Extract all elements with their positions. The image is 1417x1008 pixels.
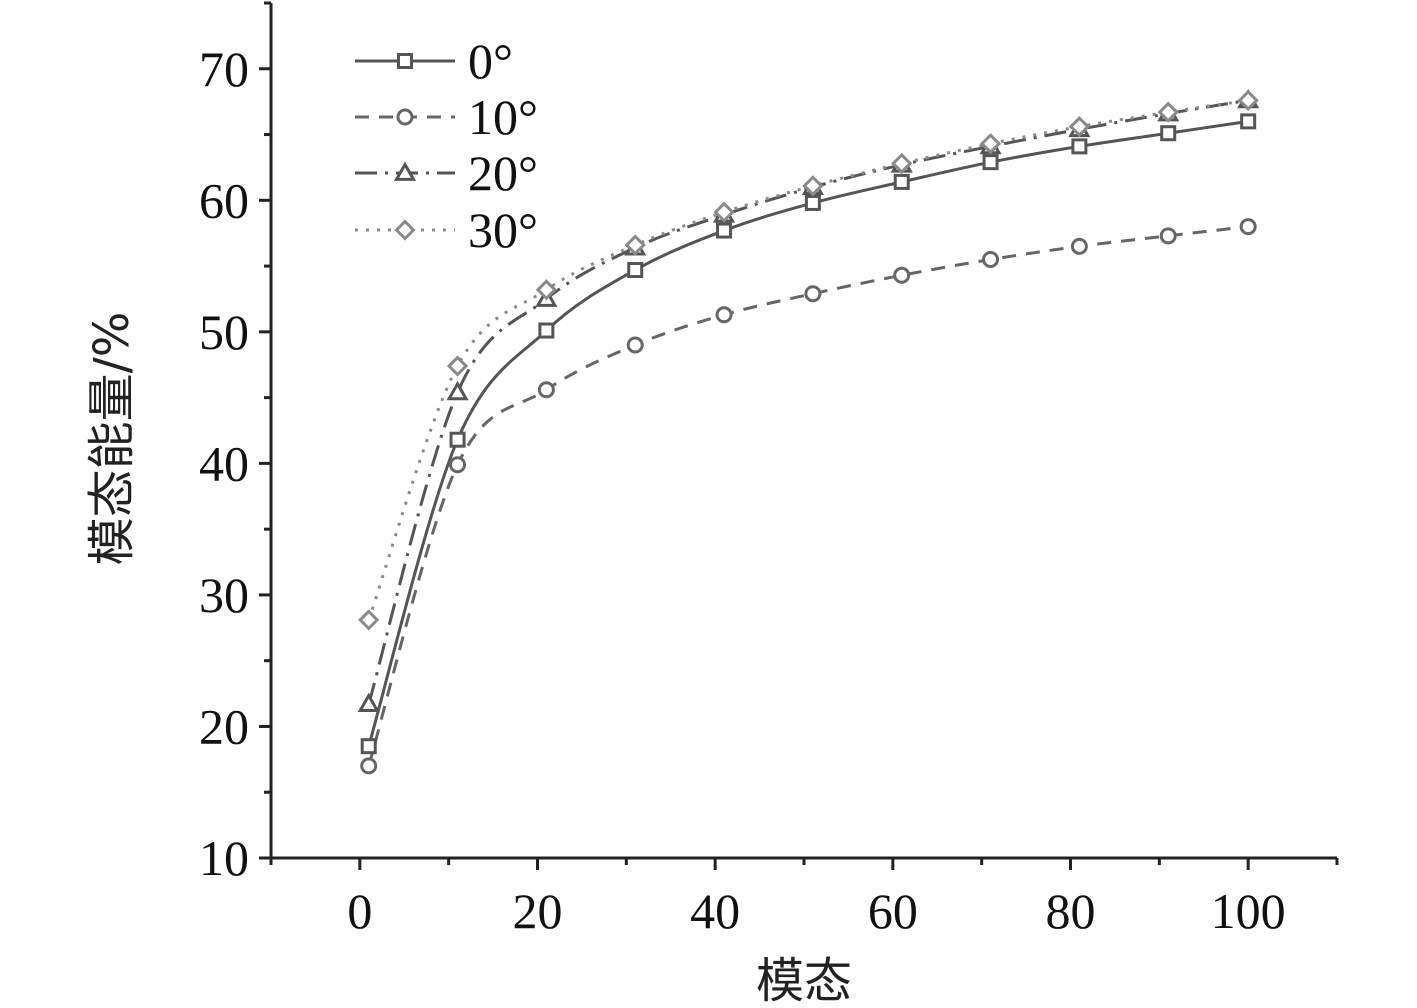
data-point bbox=[1070, 237, 1088, 255]
data-point bbox=[537, 381, 555, 399]
y-tick-label: 60 bbox=[199, 172, 249, 228]
data-point bbox=[449, 456, 467, 474]
series-markers bbox=[357, 88, 1260, 775]
x-tick-label: 100 bbox=[1211, 883, 1286, 939]
data-point bbox=[358, 609, 380, 631]
y-axis-label: 模态能量/% bbox=[84, 312, 140, 566]
data-point bbox=[624, 234, 646, 256]
x-axis-label: 模态 bbox=[756, 953, 852, 1008]
y-tick-label: 50 bbox=[199, 304, 249, 360]
data-point bbox=[1237, 89, 1259, 111]
data-point bbox=[982, 154, 999, 171]
legend-marker bbox=[396, 108, 414, 126]
data-point bbox=[1240, 113, 1257, 130]
x-tick-label: 80 bbox=[1046, 883, 1096, 939]
data-point bbox=[804, 285, 822, 303]
x-tick-label: 40 bbox=[690, 883, 740, 939]
data-point bbox=[535, 279, 558, 301]
axes: 0 20 40 60 80 100 10 20 30 40 50 60 70 bbox=[199, 1, 1339, 939]
data-point bbox=[715, 306, 733, 324]
data-point bbox=[627, 262, 644, 279]
data-point bbox=[446, 380, 469, 401]
legend-entry: 0° bbox=[468, 33, 513, 89]
x-tick-label: 20 bbox=[513, 883, 563, 939]
y-tick-label: 20 bbox=[199, 698, 249, 754]
series-line-3 bbox=[367, 98, 1249, 621]
data-point bbox=[716, 222, 733, 239]
x-tick-label: 0 bbox=[347, 883, 372, 939]
data-point bbox=[804, 194, 821, 211]
x-tick-label: 60 bbox=[868, 883, 918, 939]
data-point bbox=[449, 431, 466, 448]
legend-entry: 20° bbox=[468, 145, 538, 201]
data-point bbox=[626, 336, 644, 354]
data-point bbox=[360, 757, 378, 775]
data-point bbox=[1239, 218, 1257, 236]
data-point bbox=[1071, 138, 1088, 155]
y-tick-label: 30 bbox=[199, 567, 249, 623]
legend-marker bbox=[393, 161, 417, 181]
data-point bbox=[893, 266, 911, 284]
legend-marker bbox=[394, 219, 416, 241]
legend: 0°10°20°30° bbox=[355, 33, 538, 258]
legend-marker bbox=[397, 53, 413, 69]
data-point bbox=[979, 133, 1002, 155]
data-point bbox=[1068, 116, 1091, 138]
legend-entry: 30° bbox=[468, 202, 538, 258]
y-tick-label: 40 bbox=[199, 435, 249, 491]
data-point bbox=[357, 692, 380, 712]
legend-entry: 10° bbox=[468, 89, 538, 145]
data-point bbox=[802, 175, 824, 197]
data-point bbox=[891, 152, 913, 175]
data-point bbox=[893, 173, 910, 190]
series-line-1 bbox=[367, 225, 1249, 767]
data-point bbox=[1157, 101, 1179, 123]
data-point bbox=[982, 251, 1000, 268]
data-point bbox=[1159, 227, 1177, 245]
data-point bbox=[446, 355, 469, 377]
data-point bbox=[538, 322, 555, 339]
data-point bbox=[713, 201, 735, 223]
data-point bbox=[360, 738, 377, 755]
y-tick-label: 70 bbox=[199, 41, 249, 97]
y-tick-label: 10 bbox=[199, 830, 249, 886]
data-point bbox=[1160, 125, 1177, 142]
